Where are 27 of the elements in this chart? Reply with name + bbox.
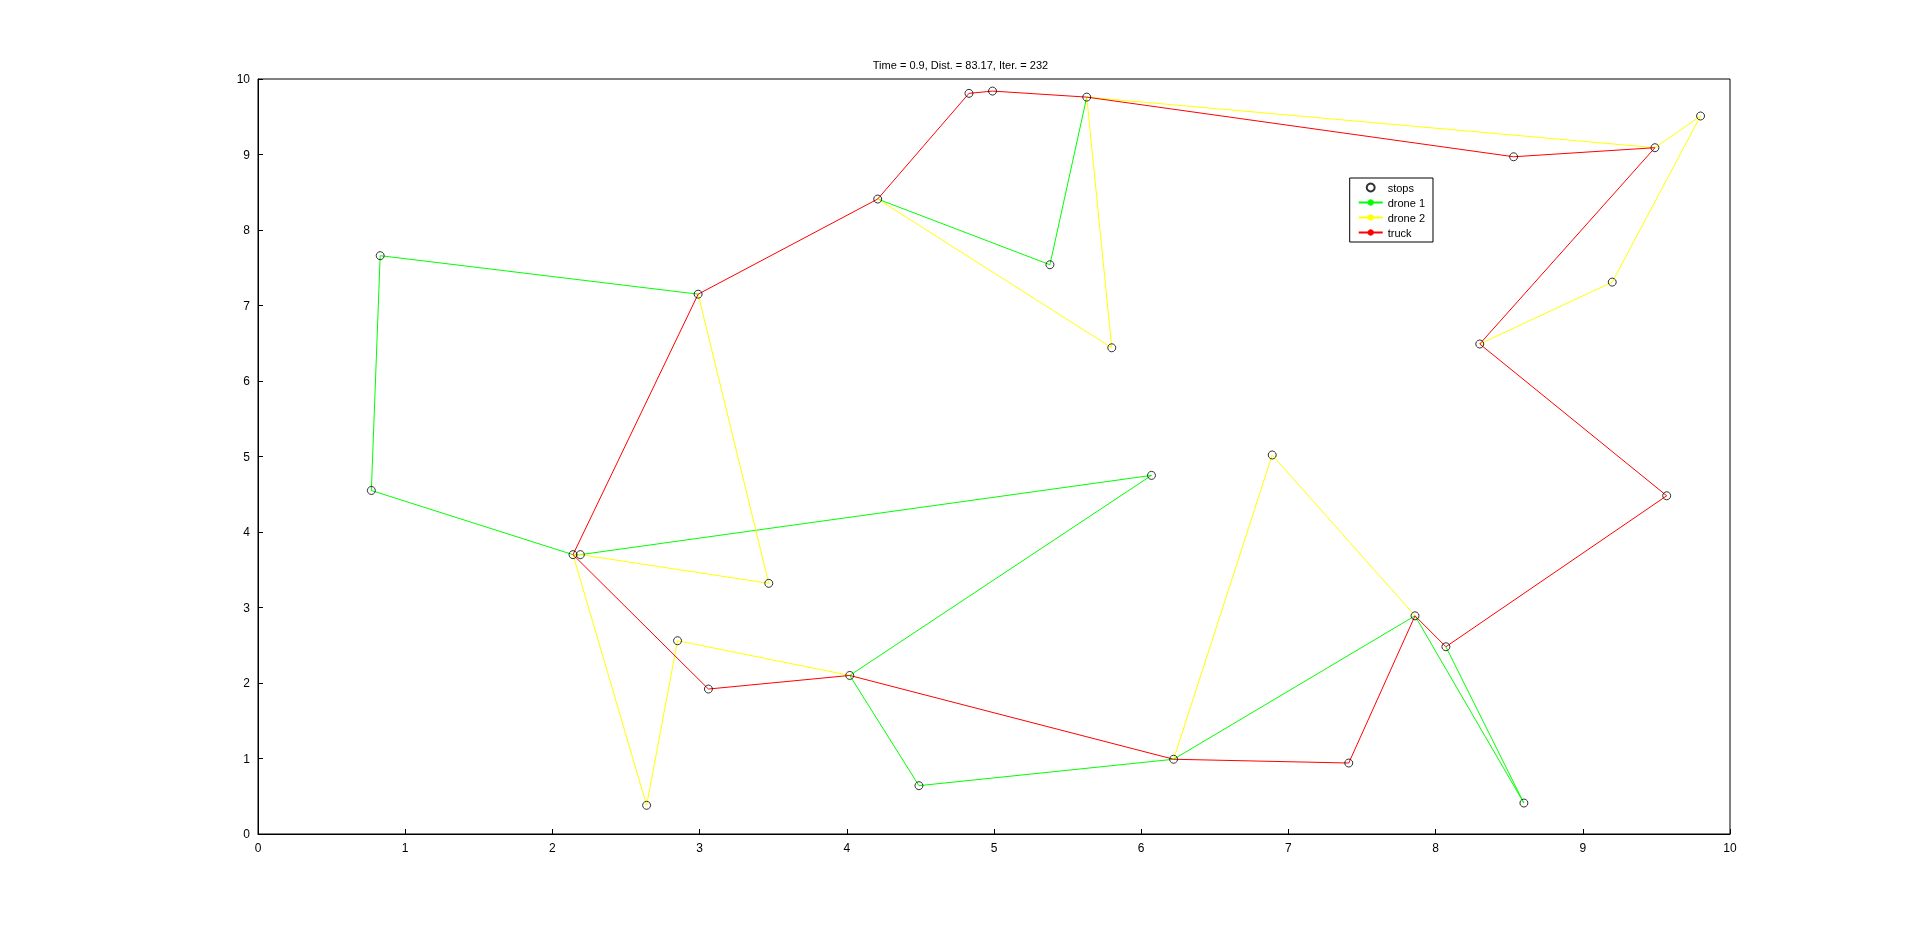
y-tick-label: 6 (243, 374, 251, 388)
chart-title: Time = 0.9, Dist. = 83.17, Iter. = 232 (872, 58, 1049, 71)
y-tick-label: 0 (243, 827, 251, 841)
x-tick-label: 3 (696, 841, 704, 855)
x-tick-label: 1 (401, 841, 409, 855)
x-tick-label: 9 (1579, 841, 1587, 855)
x-tick-label: 7 (1285, 841, 1293, 855)
legend-label: drone 2 (1387, 211, 1425, 224)
y-tick-label: 5 (243, 449, 251, 464)
y-tick-label: 8 (243, 223, 251, 237)
x-tick-label: 4 (843, 841, 851, 855)
y-tick-label: 9 (243, 147, 251, 162)
legend-label: stops (1387, 181, 1415, 194)
y-tick-label: 3 (243, 600, 251, 615)
y-tick-label: 7 (243, 298, 251, 313)
x-tick-label: 8 (1432, 841, 1440, 855)
y-tick-label: 4 (243, 525, 251, 539)
x-tick-label: 10 (1723, 841, 1737, 855)
x-tick-label: 6 (1137, 841, 1145, 855)
x-tick-label: 2 (549, 841, 557, 855)
legend-label: drone 1 (1387, 196, 1425, 209)
x-tick-label: 5 (990, 841, 998, 855)
x-tick-label: 0 (254, 841, 262, 855)
y-tick-label: 2 (243, 676, 251, 690)
y-tick-label: 10 (236, 72, 251, 86)
y-tick-label: 1 (243, 751, 251, 766)
legend-label: truck (1387, 226, 1413, 239)
